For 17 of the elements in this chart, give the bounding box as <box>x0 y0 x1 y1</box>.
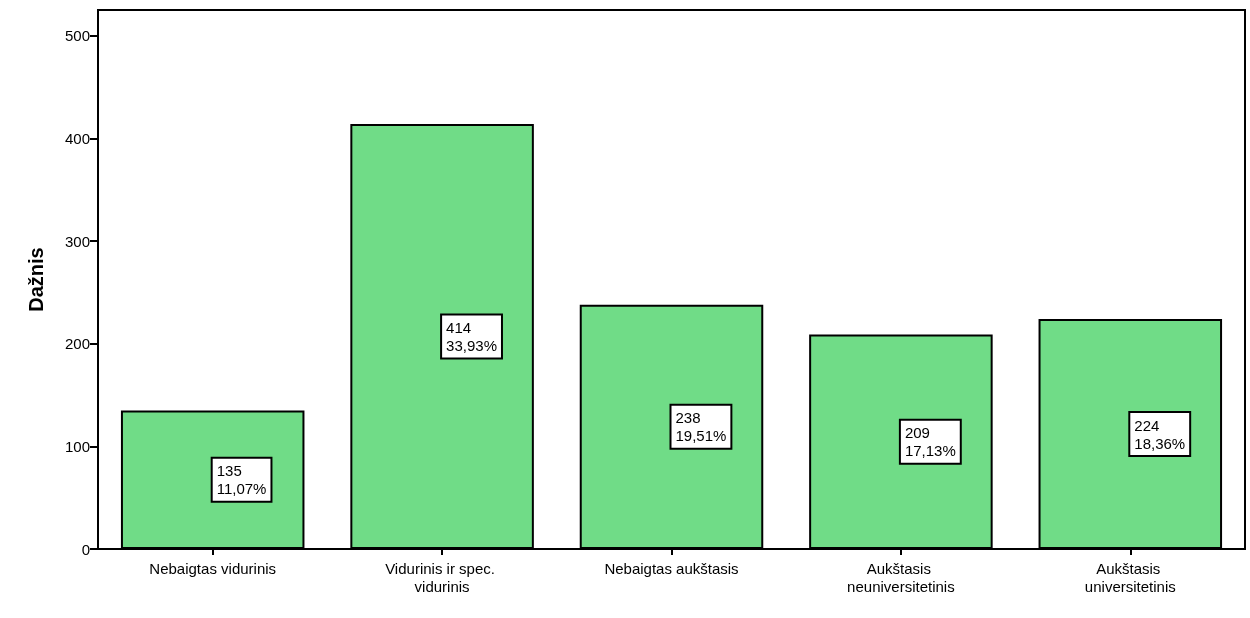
y-tick-label: 0 <box>81 540 90 558</box>
y-tick-label: 500 <box>64 27 90 45</box>
y-tick-label: 400 <box>64 129 90 147</box>
y-tick-label: 100 <box>64 437 90 455</box>
x-tick-label: Aukštasis neuniversitetinis <box>847 559 955 595</box>
data-label: 414 33,93% <box>446 318 497 354</box>
data-label: 238 19,51% <box>675 409 727 445</box>
data-label: 224 18,36% <box>1134 416 1186 452</box>
x-tick-label: Nebaigtas vidurinis <box>149 559 277 577</box>
y-axis-title: Dažnis <box>25 247 47 312</box>
x-tick-label: Vidurinis ir spec. vidurinis <box>385 559 500 595</box>
x-tick-label: Aukštasis universitetinis <box>1084 559 1176 595</box>
data-label: 209 17,13% <box>904 424 956 460</box>
data-label: 135 11,07% <box>216 462 267 498</box>
y-tick-label: 200 <box>64 335 90 353</box>
y-tick-label: 300 <box>64 232 90 250</box>
x-tick-label: Nebaigtas aukštasis <box>604 559 739 577</box>
